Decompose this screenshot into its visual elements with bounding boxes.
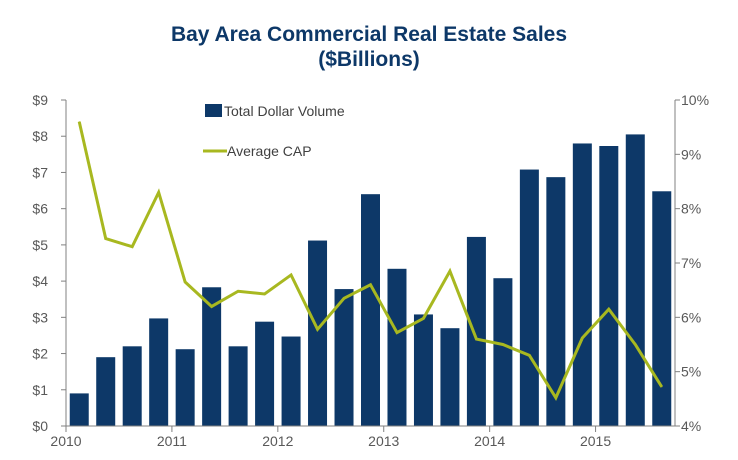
- line-point: [528, 354, 530, 356]
- bar: [466, 236, 486, 426]
- line-point: [370, 284, 371, 286]
- right-tick-label: 4%: [681, 418, 701, 434]
- right-tick-label: 10%: [681, 92, 709, 108]
- left-tick-label: $5: [32, 237, 48, 253]
- legend: Total Dollar Volume Average CAP: [203, 103, 345, 159]
- left-tick-label: $9: [32, 92, 48, 108]
- bar: [440, 328, 460, 426]
- right-tick-label: 9%: [681, 146, 701, 162]
- x-tick-label: 2014: [474, 433, 505, 449]
- line-point: [290, 274, 292, 276]
- bar: [519, 169, 539, 427]
- line-point: [608, 308, 610, 310]
- right-tick-label: 8%: [681, 201, 701, 217]
- x-tick-label: 2011: [157, 433, 187, 449]
- line-point: [634, 344, 636, 345]
- right-tick-label: 5%: [681, 364, 701, 380]
- bar: [387, 268, 407, 426]
- line-point: [131, 246, 133, 248]
- chart-subtitle: ($Billions): [318, 48, 420, 71]
- bar: [361, 194, 380, 426]
- line-series: [77, 121, 664, 401]
- chart-title: Bay Area Commercial Real Estate Sales: [170, 23, 568, 46]
- line-point: [211, 305, 213, 307]
- line-point: [581, 337, 583, 339]
- left-tick-label: $6: [32, 201, 48, 217]
- left-tick-label: $3: [32, 309, 48, 325]
- right-tick-label: 6%: [681, 309, 701, 325]
- bar: [546, 177, 566, 426]
- x-tick-label: 2015: [580, 433, 611, 449]
- x-tick-label: 2012: [262, 433, 293, 449]
- left-tick-label: $8: [32, 128, 48, 144]
- line-point: [422, 317, 424, 319]
- line-point: [237, 290, 239, 292]
- line-point: [78, 121, 80, 123]
- bar: [308, 240, 328, 426]
- bar: [96, 357, 116, 426]
- left-tick-label: $4: [32, 273, 48, 289]
- bar: [228, 346, 248, 426]
- right-tick-label: 7%: [681, 255, 701, 271]
- bar: [69, 393, 89, 426]
- x-tick-label: 2010: [50, 433, 81, 449]
- line-point: [555, 397, 557, 399]
- bar: [652, 191, 672, 426]
- line-point: [105, 238, 107, 240]
- line-point: [396, 332, 398, 334]
- bar: [281, 336, 301, 426]
- legend-bar-label: Total Dollar Volume: [224, 103, 345, 119]
- legend-bar-swatch: [205, 104, 222, 117]
- line-point: [661, 386, 663, 388]
- line-point: [317, 328, 319, 330]
- bar: [149, 318, 169, 426]
- bar: [175, 349, 195, 426]
- bar: [334, 289, 354, 426]
- left-tick-label: $0: [32, 418, 48, 434]
- bar: [599, 146, 619, 426]
- bar: [122, 346, 142, 426]
- line-point: [343, 297, 345, 299]
- line-point: [158, 191, 160, 193]
- bar: [493, 278, 513, 426]
- bar: [255, 321, 275, 426]
- bar: [413, 314, 433, 426]
- chart-title-block: Bay Area Commercial Real Estate Sales ($…: [0, 22, 738, 72]
- left-tick-label: $7: [32, 164, 48, 180]
- bar-series: [69, 134, 672, 427]
- left-tick-label: $2: [32, 346, 48, 362]
- legend-line-label: Average CAP: [227, 143, 312, 159]
- bar: [572, 143, 592, 426]
- bar: [625, 134, 645, 426]
- bar: [202, 287, 222, 426]
- line-point: [264, 293, 266, 295]
- axes: $0 $1 $2 $3 $4 $5 $6 $7 $8 $9 4% 5% 6% 7% 8% 9% 10% 2010 2…: [32, 92, 709, 449]
- x-tick-label: 2013: [368, 433, 399, 449]
- line-point: [502, 344, 504, 345]
- line-point: [449, 270, 451, 272]
- line-point: [184, 281, 186, 283]
- line-point: [475, 338, 477, 340]
- left-tick-label: $1: [32, 382, 48, 398]
